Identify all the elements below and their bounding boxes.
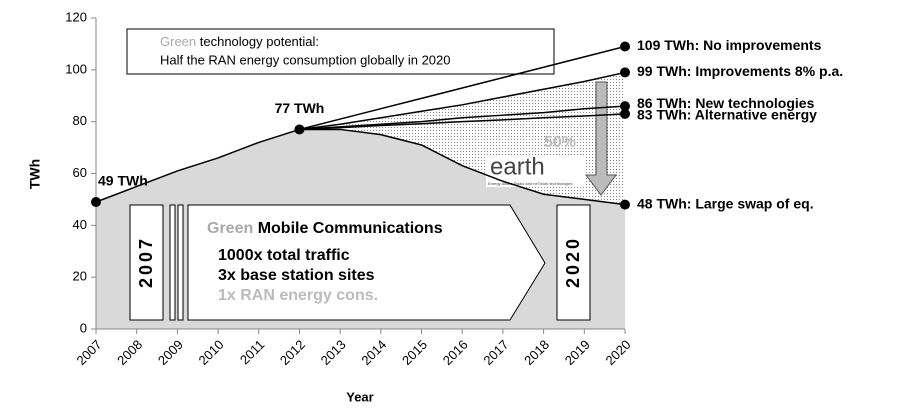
point-label: 77 TWh <box>275 100 325 116</box>
y-tick-label: 120 <box>65 9 87 24</box>
start-box <box>129 204 164 321</box>
x-tick-label: 2009 <box>155 337 186 368</box>
potential-box <box>126 28 555 75</box>
reduction-arrow <box>585 81 617 196</box>
x-tick-label: 2013 <box>318 337 349 368</box>
line <box>299 71 626 131</box>
line <box>299 45 626 131</box>
end-label: 99 TWh: Improvements 8% p.a. <box>637 63 843 79</box>
y-tick-label: 80 <box>73 113 87 128</box>
end-label: 48 TWh: Large swap of eq. <box>637 195 814 211</box>
mobile-line3: 1x RAN energy cons. <box>218 287 378 304</box>
end-label: 86 TWh: New technologies <box>637 95 815 111</box>
point <box>294 124 305 135</box>
end-box <box>556 204 591 321</box>
mobile-arrow <box>187 204 546 321</box>
mobile-title-text: Mobile Communications <box>253 220 442 237</box>
x-tick-label: 2015 <box>399 337 430 368</box>
y-tick-label: 60 <box>73 165 87 180</box>
end-point <box>620 67 630 78</box>
x-tick-label: 2014 <box>358 337 389 368</box>
bar <box>169 204 176 321</box>
line <box>299 128 626 206</box>
x-tick-label: 2007 <box>73 337 104 368</box>
point <box>91 197 101 208</box>
end-point <box>620 41 630 52</box>
y-tick-label: 100 <box>65 61 87 76</box>
x-tick-label: 2020 <box>602 337 633 368</box>
potential-text: Green technology potential: <box>160 34 319 49</box>
line <box>95 128 300 203</box>
potential-line2: Half the RAN energy consumption globally… <box>160 52 451 67</box>
x-tick-label: 2008 <box>114 337 145 368</box>
line <box>299 105 626 131</box>
y-tick-label: 0 <box>80 320 87 335</box>
end-point <box>620 108 630 119</box>
y-tick-label: 20 <box>73 269 87 284</box>
green-word: Green <box>207 220 253 237</box>
logo: earth <box>490 153 545 180</box>
x-tick-label: 2010 <box>196 337 227 368</box>
mobile-line1: 1000x total traffic <box>218 247 350 264</box>
end-point <box>620 101 630 112</box>
start-year: 2007 <box>136 236 156 288</box>
x-tick-label: 2017 <box>480 337 511 368</box>
x-tick-label: 2019 <box>562 337 593 368</box>
end-point <box>620 199 630 210</box>
end-label: 109 TWh: No improvements <box>637 37 822 53</box>
x-tick-label: 2016 <box>440 337 471 368</box>
logo-sub: Energy Aware Radio and neTwork tecHnolog… <box>488 181 573 186</box>
mobile-line2: 3x base station sites <box>218 267 375 284</box>
y-tick-label: 40 <box>73 217 87 232</box>
mobile-title: Green Mobile Communications <box>207 220 443 237</box>
x-tick-label: 2012 <box>277 337 308 368</box>
potential-line1: technology potential: <box>196 34 319 49</box>
end-label: 83 TWh: Alternative energy <box>637 107 817 123</box>
logo-bg <box>486 157 584 187</box>
x-axis-label: Year <box>346 389 373 404</box>
x-tick-label: 2011 <box>237 337 267 367</box>
reduction-label: 50% <box>544 134 576 151</box>
bar <box>177 204 184 321</box>
y-axis-label: TWh <box>27 159 43 189</box>
point-label: 49 TWh <box>98 173 148 189</box>
green-word: Green <box>160 34 196 49</box>
end-year: 2020 <box>563 236 583 288</box>
line <box>299 113 626 131</box>
x-tick-label: 2018 <box>521 337 552 368</box>
